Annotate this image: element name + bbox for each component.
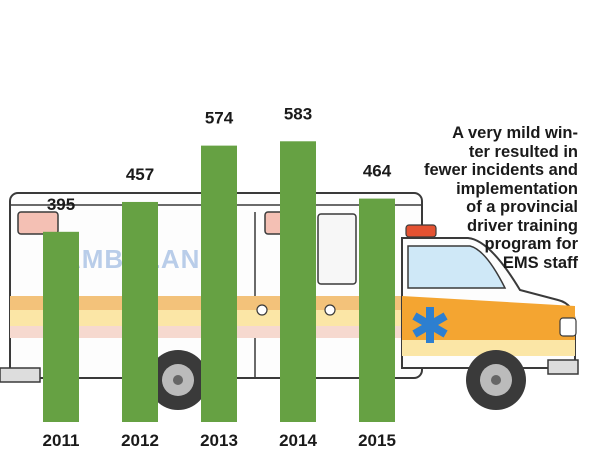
front-wheel	[466, 350, 526, 410]
star-of-life-icon	[412, 307, 448, 343]
bar-2015	[359, 198, 395, 422]
x-tick-label-2013: 2013	[200, 431, 238, 450]
data-label-2015: 464	[363, 162, 392, 181]
bar-series	[43, 141, 395, 422]
rear-wheel	[148, 350, 208, 410]
x-axis-tick-labels: 2011 2012 2013 2014 2015	[43, 431, 396, 450]
headlight	[559, 317, 577, 337]
ambulance-rear-light	[17, 211, 59, 235]
x-tick-label-2014: 2014	[279, 431, 317, 450]
data-label-2013: 574	[205, 109, 234, 128]
data-labels: 395 457 574 583 464	[47, 104, 392, 214]
ambulance-side-window	[317, 213, 357, 285]
bar-2013	[201, 145, 237, 422]
rear-bumper	[0, 367, 41, 383]
bar-2011	[43, 231, 79, 422]
data-label-2012: 457	[126, 165, 154, 184]
door-handle	[324, 304, 336, 316]
front-bumper	[547, 359, 579, 375]
cab-window	[407, 245, 507, 289]
bar-2012	[122, 201, 158, 422]
x-tick-label-2012: 2012	[121, 431, 159, 450]
cab-stripe-lower	[402, 340, 575, 356]
door-handle	[256, 304, 268, 316]
data-label-2014: 583	[284, 104, 312, 123]
x-tick-label-2015: 2015	[358, 431, 396, 450]
annotation-text: A very mild win- ter resulted in fewer i…	[423, 124, 578, 272]
cab-stripe	[402, 296, 575, 340]
siren-light	[405, 224, 437, 238]
bar-2014	[280, 141, 316, 422]
x-tick-label-2011: 2011	[43, 431, 80, 450]
data-label-2011: 395	[47, 195, 75, 214]
